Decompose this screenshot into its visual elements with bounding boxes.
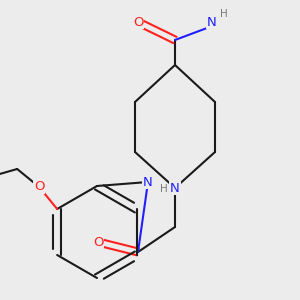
Text: O: O xyxy=(93,236,103,248)
Text: H: H xyxy=(160,184,168,194)
Text: H: H xyxy=(220,9,228,19)
Text: O: O xyxy=(34,181,44,194)
Text: N: N xyxy=(170,182,180,194)
Text: N: N xyxy=(143,176,153,188)
Text: N: N xyxy=(207,16,217,28)
Text: O: O xyxy=(133,16,143,28)
